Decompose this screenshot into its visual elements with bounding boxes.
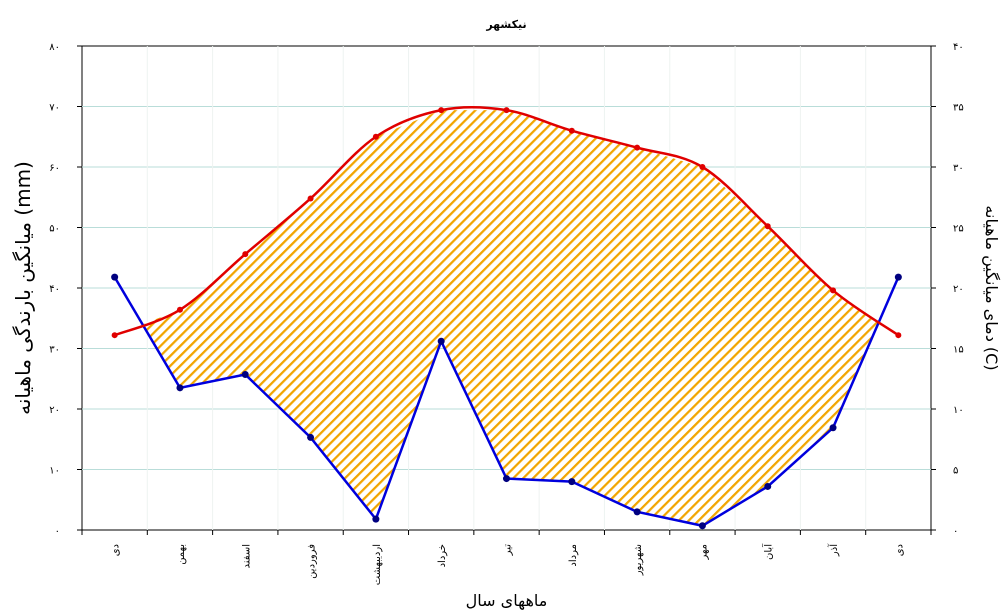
temperature-point <box>895 332 902 339</box>
x-category-label: مهر <box>698 544 709 560</box>
rainfall-point <box>764 482 772 490</box>
y-right-tick-label: ۲۰ <box>953 284 964 295</box>
rainfall-point <box>829 424 837 432</box>
rainfall-point <box>241 371 249 379</box>
temperature-point <box>699 164 706 170</box>
temperature-point <box>242 251 249 258</box>
temperature-point <box>568 127 575 134</box>
y-right-tick-label: ۱۵ <box>953 345 964 356</box>
x-category-label: مرداد <box>568 544 579 567</box>
rainfall-point <box>503 475 510 483</box>
y-axis-left-title: میانگین بارندگی ماهیانه (mm) <box>11 161 35 415</box>
y-left-tick-label: ۰ <box>55 526 60 537</box>
chart-title: نیکشهر <box>485 18 526 31</box>
temperature-point <box>764 223 771 230</box>
y-left-tick-label: ۷۰ <box>49 103 60 114</box>
x-category-label: خرداد <box>437 544 448 567</box>
rainfall-point <box>633 508 641 516</box>
x-category-label: بهمن <box>176 544 187 565</box>
y-left-tick-label: ۴۰ <box>49 284 60 295</box>
y-right-tick-label: ۱۰ <box>953 405 964 416</box>
rainfall-point <box>307 433 315 441</box>
y-right-tick-label: ۳۵ <box>953 103 964 114</box>
rainfall-point <box>111 273 119 281</box>
x-category-label: دی <box>111 544 122 556</box>
rainfall-point <box>372 515 380 523</box>
y-left-tick-label: ۳۰ <box>49 345 60 356</box>
y-left-tick-label: ۵۰ <box>49 224 60 235</box>
y-right-tick-label: ۲۵ <box>953 224 964 235</box>
y-left-tick-label: ۱۰ <box>49 466 60 477</box>
x-category-label: شهریور <box>633 544 644 576</box>
rainfall-point <box>437 337 445 345</box>
dry-season-hatched-area <box>144 110 879 526</box>
x-category-label: آبان <box>762 543 775 560</box>
y-right-tick-label: ۰ <box>953 526 958 537</box>
rainfall-point <box>176 384 184 392</box>
temperature-point <box>830 287 837 294</box>
temperature-point <box>438 107 445 114</box>
x-category-label: اسفند <box>241 544 252 568</box>
rainfall-point <box>894 273 902 281</box>
y-right-tick-label: ۳۰ <box>953 163 964 174</box>
axis-layer: ۰ ۱۰ ۲۰ ۳۰ ۴۰ ۵۰ ۶۰ ۷۰ ۸۰ ۰ ۵ ۱۰ ۱۵ ۲۰ ۲۵ ۳۰ ۳۵ ۴۰ دی بهمن ا… <box>49 42 964 585</box>
x-category-label: فروردین <box>307 544 318 579</box>
x-category-label: اردیبهشت <box>372 544 383 585</box>
rainfall-point <box>698 522 706 530</box>
area-layer <box>144 110 879 526</box>
y-left-tick-label: ۲۰ <box>49 405 60 416</box>
temperature-point <box>372 133 379 140</box>
y-right-tick-label: ۵ <box>953 466 958 477</box>
x-category-label: تیر <box>503 544 514 557</box>
y-axis-right-title: دمای میانگین ماهیانه (C) <box>981 205 1001 370</box>
temperature-point <box>307 195 314 202</box>
series-layer <box>111 105 902 530</box>
x-category-label: دی <box>894 544 905 556</box>
x-axis-title: ماههای سال <box>466 591 548 611</box>
rainfall-point <box>568 478 576 486</box>
y-left-tick-label: ۶۰ <box>49 163 60 174</box>
temperature-point <box>111 332 118 339</box>
y-left-tick-label: ۸۰ <box>49 42 60 53</box>
temperature-point <box>634 144 641 151</box>
temperature-point <box>503 107 510 114</box>
y-right-tick-label: ۴۰ <box>953 42 964 53</box>
temperature-point <box>176 306 183 313</box>
x-category-label: آذر <box>827 543 840 557</box>
